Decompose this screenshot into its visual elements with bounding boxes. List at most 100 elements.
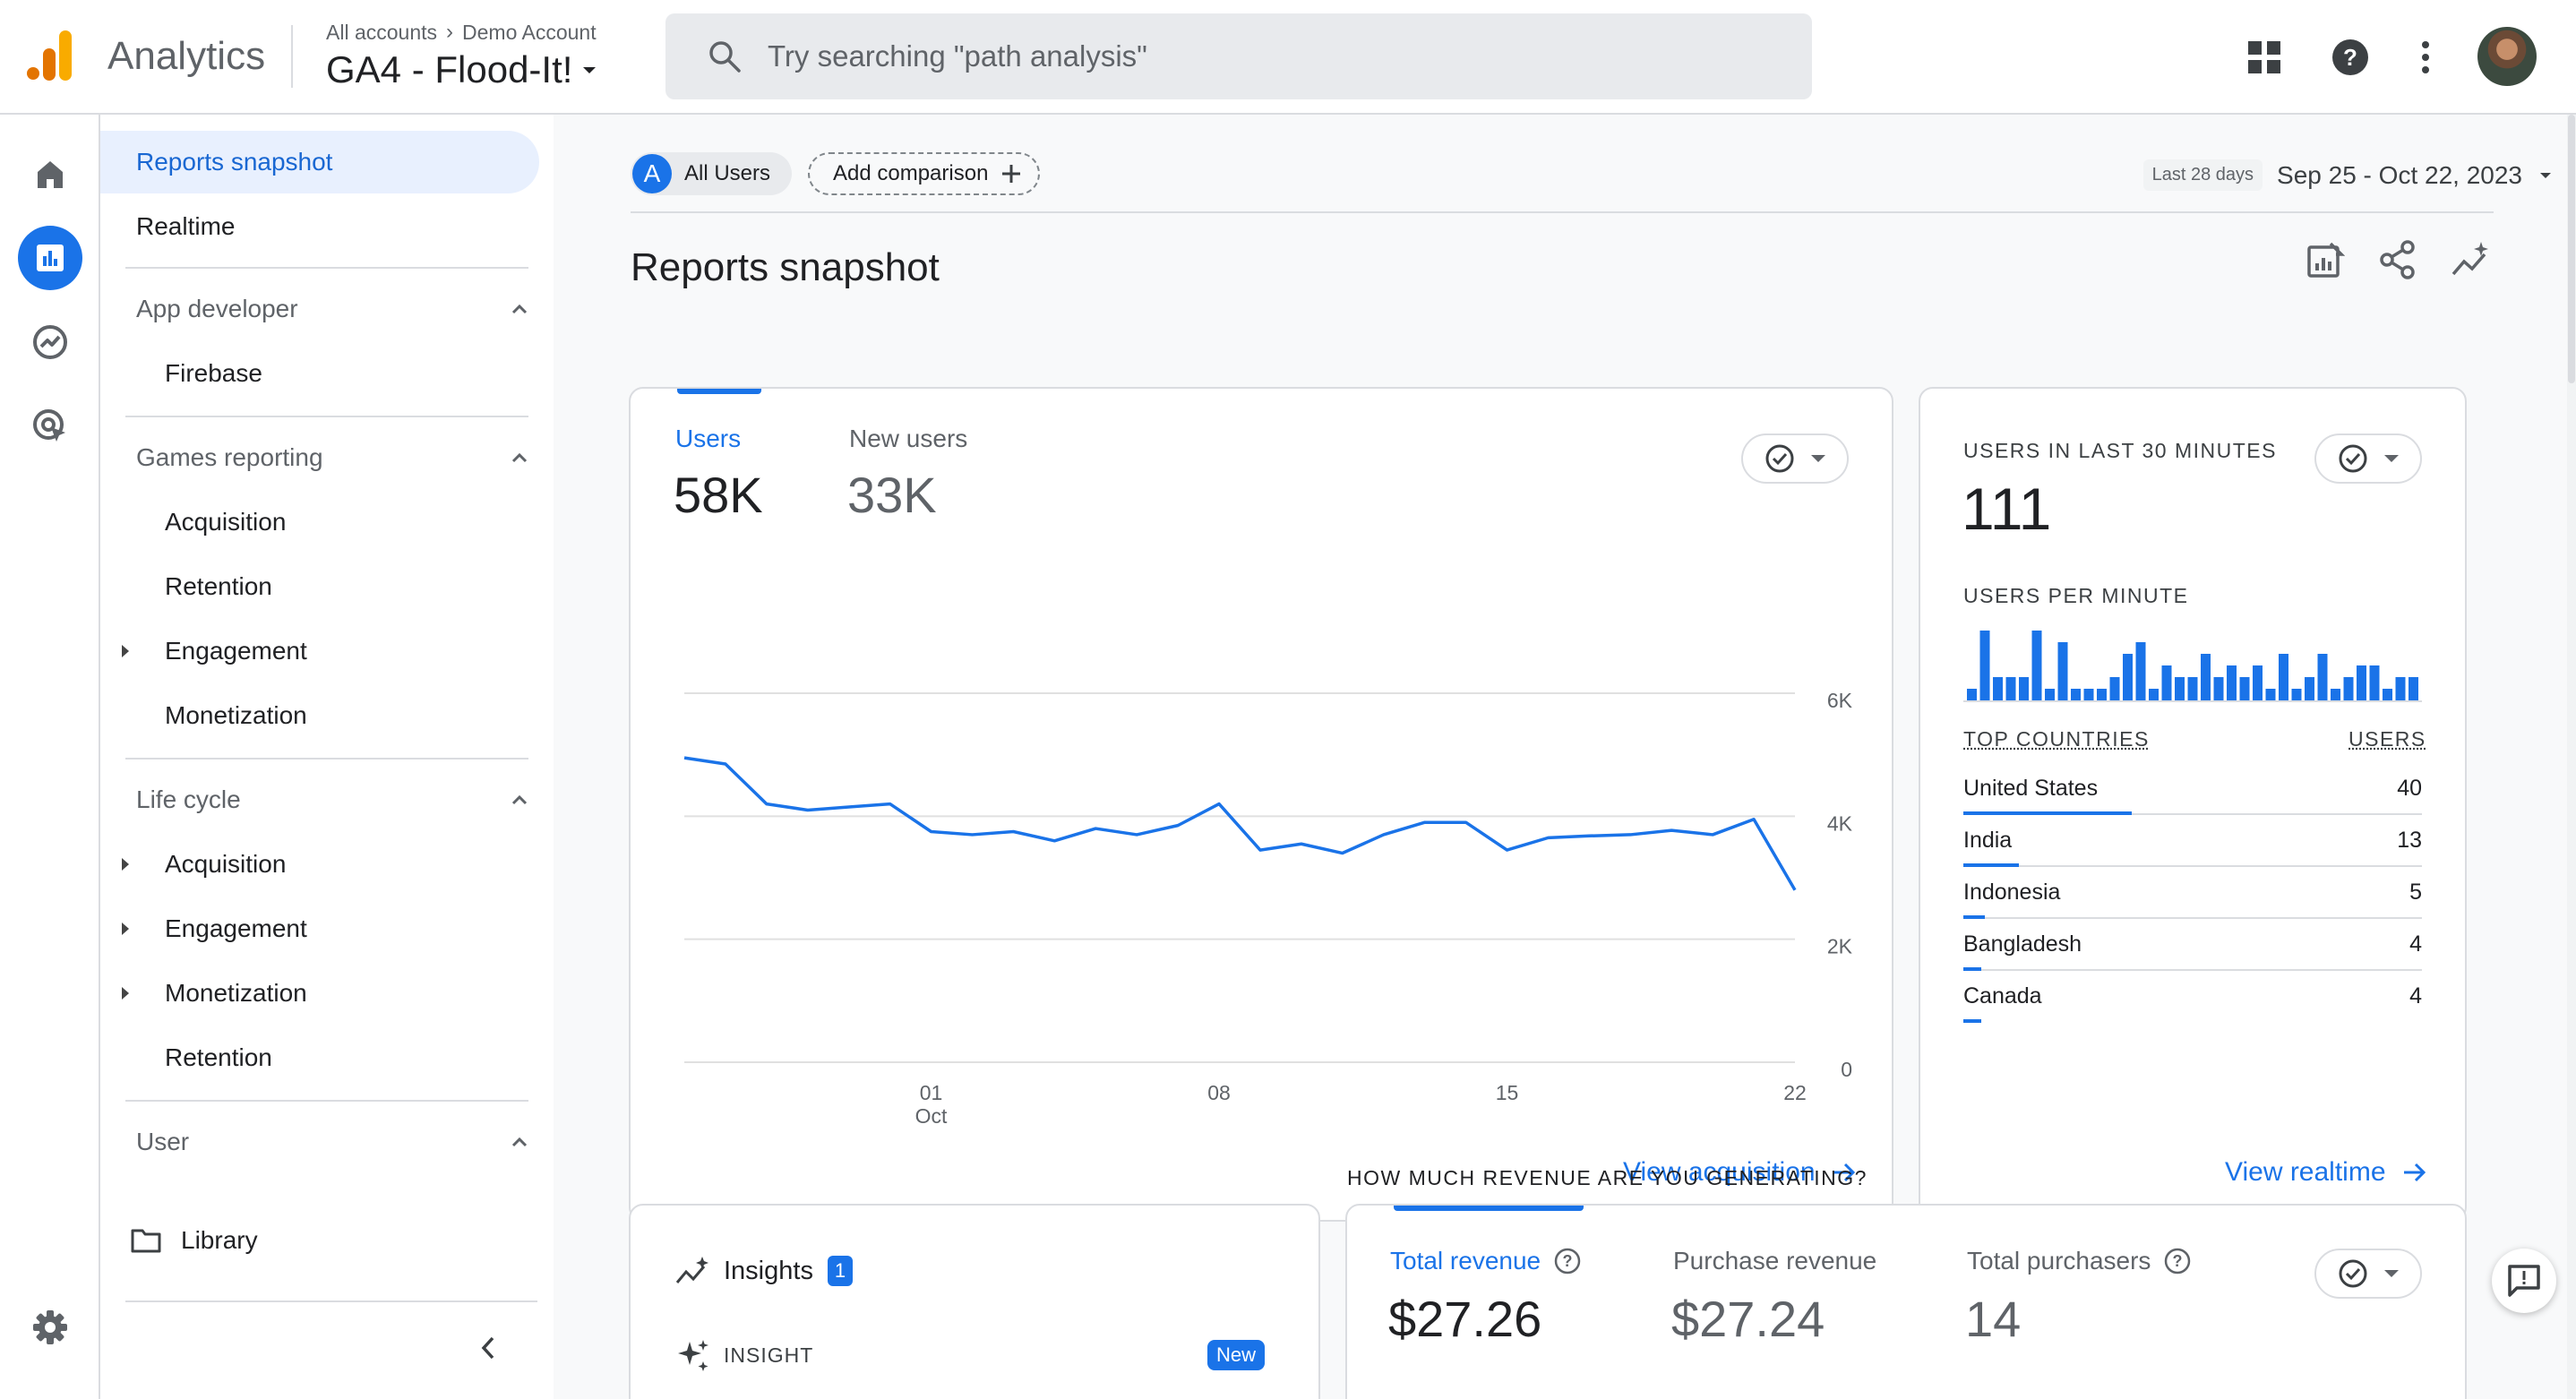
- minute-bar[interactable]: [2343, 677, 2354, 700]
- scrollbar[interactable]: [2567, 115, 2576, 1399]
- metric-purchase-revenue-value[interactable]: $27.24: [1671, 1291, 1825, 1347]
- minute-bar[interactable]: [2279, 654, 2288, 700]
- compare-metric-button[interactable]: [1741, 433, 1849, 484]
- help-icon[interactable]: ?: [2331, 38, 2370, 77]
- metric-users-label[interactable]: Users: [675, 425, 742, 452]
- compare-metric-button[interactable]: [2314, 433, 2422, 484]
- nav-realtime[interactable]: Realtime: [136, 212, 236, 240]
- nav-section-user[interactable]: User: [136, 1111, 530, 1173]
- minute-bar[interactable]: [2109, 677, 2120, 700]
- avatar[interactable]: [2477, 27, 2537, 86]
- analytics-logo-icon[interactable]: [25, 29, 75, 82]
- metric-new-users-value[interactable]: 33K: [847, 467, 937, 523]
- minute-bar[interactable]: [2265, 689, 2276, 700]
- nav-section-games-reporting[interactable]: Games reporting: [136, 426, 530, 489]
- property-selector[interactable]: GA4 - Flood-It!: [326, 48, 599, 91]
- nav-item-lifecycle-acquisition[interactable]: Acquisition: [100, 833, 286, 896]
- date-range-picker[interactable]: Last 28 days Sep 25 - Oct 22, 2023: [2142, 159, 2555, 191]
- minute-bar[interactable]: [2083, 689, 2094, 700]
- scrollbar-thumb[interactable]: [2568, 115, 2575, 383]
- section-title: App developer: [136, 295, 298, 322]
- users-series-line[interactable]: [683, 756, 1797, 891]
- nav-section-life-cycle[interactable]: Life cycle: [136, 768, 530, 831]
- nav-item-games-monetization[interactable]: Monetization: [165, 701, 307, 729]
- minute-bar[interactable]: [2005, 677, 2016, 700]
- insights-title[interactable]: Insights 1: [724, 1256, 853, 1286]
- reports-button[interactable]: [18, 226, 82, 290]
- minute-bar[interactable]: [2213, 677, 2224, 700]
- minute-bar[interactable]: [2135, 642, 2146, 700]
- minute-bar[interactable]: [2369, 665, 2380, 700]
- minute-bar[interactable]: [2227, 665, 2237, 700]
- minute-bar[interactable]: [2291, 689, 2302, 700]
- admin-settings-button[interactable]: [18, 1295, 82, 1360]
- minute-bar[interactable]: [2239, 677, 2250, 700]
- minute-bar[interactable]: [2175, 677, 2185, 700]
- metric-total-revenue-value[interactable]: $27.26: [1388, 1291, 1542, 1347]
- segment-chip[interactable]: A All Users: [631, 152, 793, 195]
- minute-bar[interactable]: [1993, 677, 2003, 700]
- minute-bar[interactable]: [1967, 689, 1977, 700]
- collapse-chevron-left-icon[interactable]: [477, 1335, 500, 1361]
- view-acquisition-link[interactable]: View acquisition: [1623, 1157, 1857, 1188]
- minute-bar[interactable]: [2097, 689, 2107, 700]
- minute-bar[interactable]: [2031, 631, 2042, 700]
- minute-bar[interactable]: [2383, 689, 2392, 700]
- nav-item-lifecycle-engagement[interactable]: Engagement: [100, 897, 307, 960]
- nav-section-app-developer[interactable]: App developer: [136, 278, 530, 340]
- nav-item-games-acquisition[interactable]: Acquisition: [165, 508, 287, 536]
- metric-new-users-label[interactable]: New users: [849, 425, 968, 452]
- breadcrumb[interactable]: All accounts › Demo Account: [326, 20, 597, 45]
- help-outline-icon[interactable]: ?: [1553, 1247, 1582, 1275]
- metric-total-purchasers-value[interactable]: 14: [1965, 1291, 2022, 1347]
- minute-bar[interactable]: [2019, 677, 2029, 700]
- minute-bar[interactable]: [2057, 642, 2068, 700]
- nav-item-games-retention[interactable]: Retention: [165, 572, 272, 600]
- insights-sparkle-icon[interactable]: [2451, 240, 2492, 279]
- minute-bar[interactable]: [2305, 677, 2314, 700]
- minute-bar[interactable]: [2357, 665, 2366, 700]
- feedback-button[interactable]: [2492, 1249, 2556, 1313]
- apps-grid-icon[interactable]: [2246, 39, 2282, 75]
- users-column-header[interactable]: USERS: [2348, 727, 2426, 751]
- nav-item-lifecycle-retention[interactable]: Retention: [165, 1043, 272, 1071]
- minute-bar[interactable]: [2395, 677, 2406, 700]
- minute-bar[interactable]: [2317, 654, 2328, 700]
- app-title[interactable]: Analytics: [107, 34, 266, 78]
- nav-item-lifecycle-monetization[interactable]: Monetization: [100, 962, 307, 1025]
- minute-bar[interactable]: [2045, 689, 2055, 700]
- metric-total-purchasers-label[interactable]: Total purchasers ?: [1967, 1247, 2192, 1275]
- advertising-button[interactable]: [18, 394, 82, 459]
- more-vert-icon[interactable]: [2418, 39, 2433, 75]
- nav-library[interactable]: Library: [131, 1209, 258, 1272]
- minute-bar[interactable]: [2123, 654, 2133, 700]
- customize-report-icon[interactable]: [2306, 240, 2345, 279]
- compare-metric-button[interactable]: [2314, 1249, 2422, 1299]
- minute-bar[interactable]: [2161, 665, 2172, 700]
- minute-bar[interactable]: [2187, 677, 2198, 700]
- home-button[interactable]: [18, 142, 82, 206]
- minute-bar[interactable]: [2253, 665, 2263, 700]
- view-realtime-link[interactable]: View realtime: [2225, 1157, 2427, 1188]
- metric-total-revenue-label[interactable]: Total revenue ?: [1390, 1247, 1582, 1275]
- minute-bar[interactable]: [2201, 654, 2211, 700]
- share-icon[interactable]: [2379, 240, 2417, 279]
- metric-users-value[interactable]: 58K: [674, 467, 763, 523]
- add-comparison-button[interactable]: Add comparison: [808, 152, 1041, 195]
- explore-button[interactable]: [18, 310, 82, 374]
- nav-item-games-engagement[interactable]: Engagement: [100, 620, 307, 682]
- minute-bar[interactable]: [1979, 631, 1990, 700]
- breadcrumb-account[interactable]: Demo Account: [462, 20, 597, 44]
- top-countries-header[interactable]: TOP COUNTRIES: [1963, 727, 2150, 751]
- nav-item-firebase[interactable]: Firebase: [165, 359, 262, 387]
- metric-purchase-revenue-label[interactable]: Purchase revenue: [1673, 1247, 1877, 1275]
- minute-bar[interactable]: [2331, 689, 2340, 700]
- help-outline-icon[interactable]: ?: [2163, 1247, 2192, 1275]
- nav-reports-snapshot[interactable]: Reports snapshot: [100, 131, 539, 193]
- search-input[interactable]: [768, 39, 1663, 73]
- search-box[interactable]: [665, 13, 1812, 99]
- minute-bar[interactable]: [2149, 689, 2159, 700]
- breadcrumb-all-accounts[interactable]: All accounts: [326, 20, 438, 44]
- minute-bar[interactable]: [2409, 677, 2418, 700]
- minute-bar[interactable]: [2071, 689, 2081, 700]
